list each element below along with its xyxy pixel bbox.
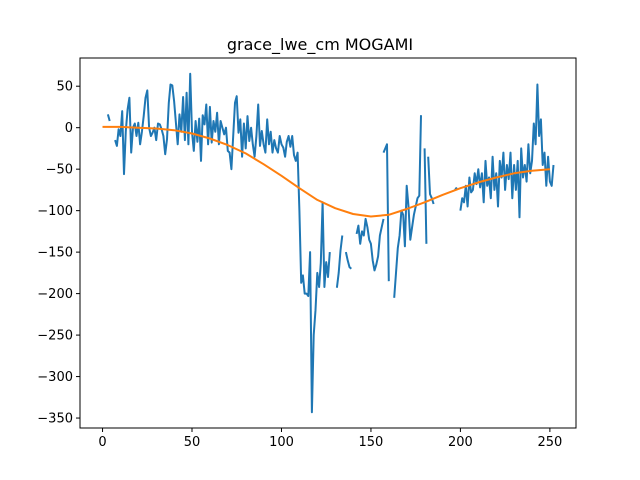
y-tick-label: −350	[37, 412, 73, 427]
series-smooth	[102, 125, 550, 218]
x-tick-label: 50	[184, 435, 201, 450]
chart-title: grace_lwe_cm MOGAMI	[227, 35, 413, 55]
x-tick-label: 0	[98, 435, 106, 450]
y-axis: 50 0 −50 −100 −150 −200 −250 −300 −350	[37, 80, 80, 427]
y-tick-label: −50	[46, 163, 73, 178]
series-raw-line-segment	[423, 148, 428, 244]
series-raw-line-segment	[335, 235, 344, 288]
y-tick-label: 50	[56, 80, 73, 95]
x-tick-label: 150	[359, 435, 384, 450]
series-raw-line-segment	[114, 72, 331, 414]
series-raw-line-segment	[355, 217, 385, 272]
y-tick-label: −150	[37, 246, 73, 261]
x-tick-label: 250	[537, 435, 562, 450]
series-raw-line-segment	[393, 115, 422, 298]
y-tick-label: −100	[37, 204, 73, 219]
series-smooth-line-segment	[102, 125, 550, 218]
series-raw-line-segment	[344, 251, 352, 270]
y-tick-label: 0	[65, 121, 73, 136]
series-raw-line-segment	[106, 114, 111, 122]
series-raw-line-segment	[382, 143, 390, 282]
y-tick-label: −300	[37, 370, 73, 385]
series-layer	[102, 72, 555, 414]
y-tick-label: −250	[37, 329, 73, 344]
x-tick-label: 100	[269, 435, 294, 450]
series-raw-line-segment	[459, 83, 555, 219]
series-raw-line-segment	[427, 156, 435, 205]
y-tick-label: −200	[37, 287, 73, 302]
x-tick-label: 200	[448, 435, 473, 450]
plot-frame	[79, 57, 577, 429]
x-axis: 0 50 100 150 200 250	[98, 428, 562, 450]
series-raw	[106, 72, 555, 414]
